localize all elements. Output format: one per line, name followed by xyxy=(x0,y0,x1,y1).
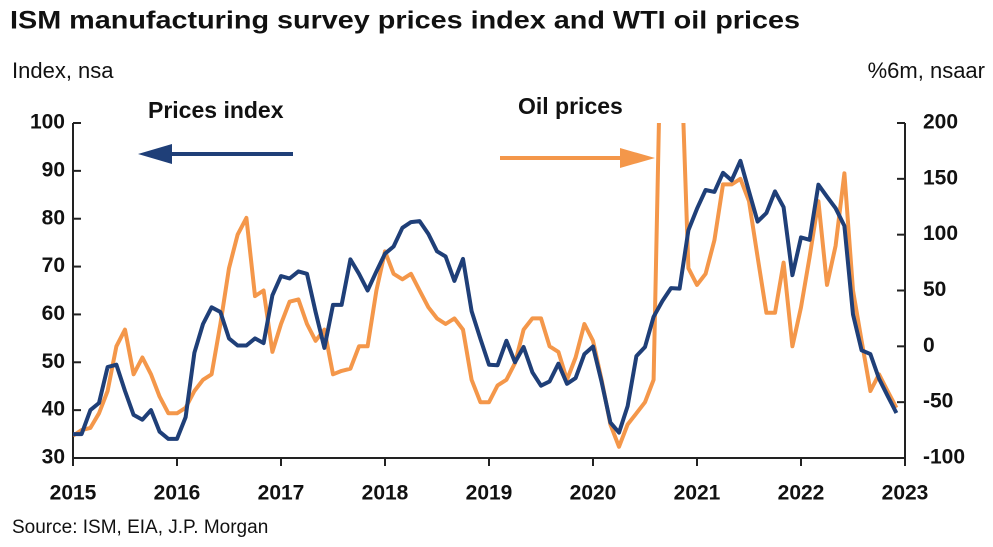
y-tick-label: 60 xyxy=(42,302,65,325)
y2-tick-label: 200 xyxy=(923,111,958,134)
x-tick-label: 2022 xyxy=(778,482,825,505)
y2-tick-label: 0 xyxy=(923,334,935,357)
y-tick-label: 90 xyxy=(42,158,65,181)
annotation: Oil prices xyxy=(518,93,623,119)
x-tick-label: 2017 xyxy=(258,482,305,505)
plot-area xyxy=(73,123,899,449)
x-tick-label: 2020 xyxy=(570,482,617,505)
x-tick-label: 2016 xyxy=(154,482,201,505)
x-tick-label: 2023 xyxy=(882,482,929,505)
y-tick-label: 30 xyxy=(42,446,65,469)
y-tick-label: 80 xyxy=(42,206,65,229)
y2-tick-label: -100 xyxy=(923,446,965,469)
arrow xyxy=(500,148,655,168)
y-axis-label: Index, nsa xyxy=(12,58,114,83)
y-tick-label: 100 xyxy=(30,111,65,134)
arrow xyxy=(138,144,293,164)
y-tick-label: 70 xyxy=(42,254,65,277)
x-tick-label: 2021 xyxy=(674,482,721,505)
x-tick-label: 2019 xyxy=(466,482,513,505)
annotation: Prices index xyxy=(148,97,284,123)
y-tick-label: 40 xyxy=(42,398,65,421)
x-tick-label: 2015 xyxy=(50,482,97,505)
source: Source: ISM, EIA, J.P. Morgan xyxy=(12,517,268,538)
series-line xyxy=(73,158,899,441)
x-tick-label: 2018 xyxy=(362,482,409,505)
y2-tick-label: -50 xyxy=(923,390,953,413)
y2-tick-label: 150 xyxy=(923,166,958,189)
chart-title: ISM manufacturing survey prices index an… xyxy=(10,7,800,35)
series-line xyxy=(73,123,899,449)
y2-axis-label: %6m, nsaar xyxy=(868,58,985,83)
y-tick-label: 50 xyxy=(42,350,65,373)
y2-tick-label: 50 xyxy=(923,278,946,301)
y2-tick-label: 100 xyxy=(923,222,958,245)
